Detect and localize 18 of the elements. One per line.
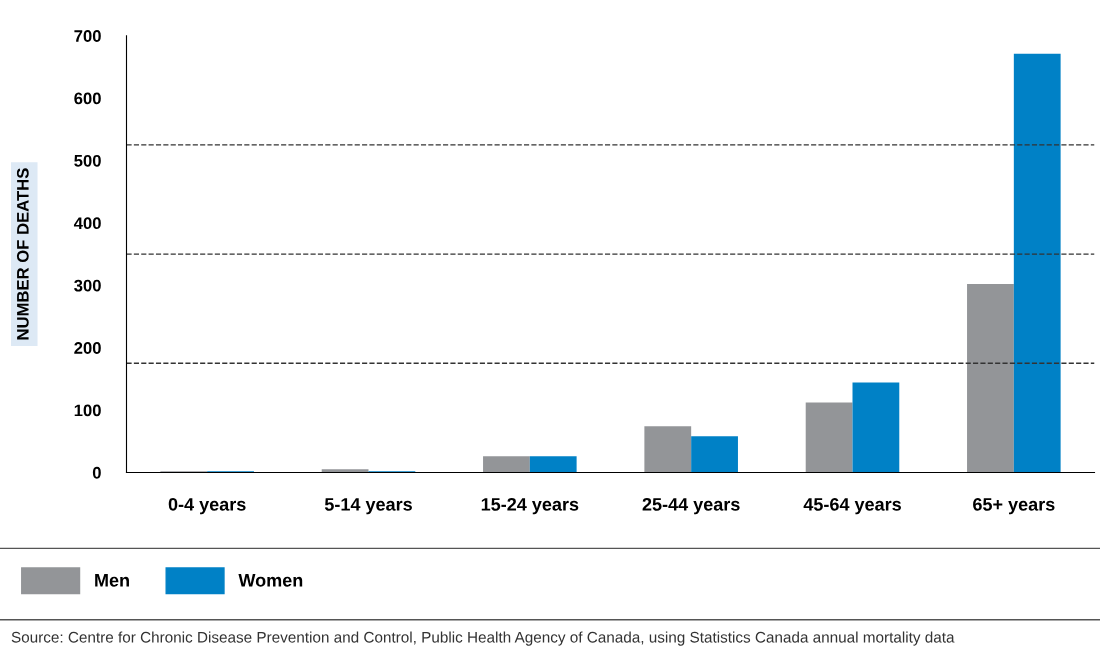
- source-note: Source: Centre for Chronic Disease Prevention and Control, Public Health Agency of Canada, using Statistics Canada annual mortality data: [11, 631, 955, 646]
- y-tick-label: 300: [74, 279, 101, 292]
- x-tick-label: 65+ years: [973, 497, 1055, 515]
- y-tick-label: 600: [74, 92, 101, 105]
- x-tick-label: 45-64 years: [803, 497, 901, 515]
- x-tick-label: 5-14 years: [324, 498, 412, 515]
- y-axis-title: NUMBER OF DEATHS: [16, 168, 29, 340]
- y-tick-label: 400: [73, 217, 101, 230]
- y-tick-label: 100: [74, 404, 101, 417]
- legend-label: Men: [95, 574, 129, 587]
- x-tick-label: 15-24 years: [481, 497, 579, 515]
- y-tick-label: 500: [74, 154, 101, 167]
- legend-label: Women: [238, 574, 303, 587]
- x-tick-label: 25-44 years: [642, 497, 740, 515]
- y-tick-label: 700: [74, 30, 101, 42]
- y-tick-label: 200: [74, 342, 101, 354]
- x-tick-label: 0-4 years: [168, 497, 246, 515]
- y-tick-label: 0: [92, 466, 101, 479]
